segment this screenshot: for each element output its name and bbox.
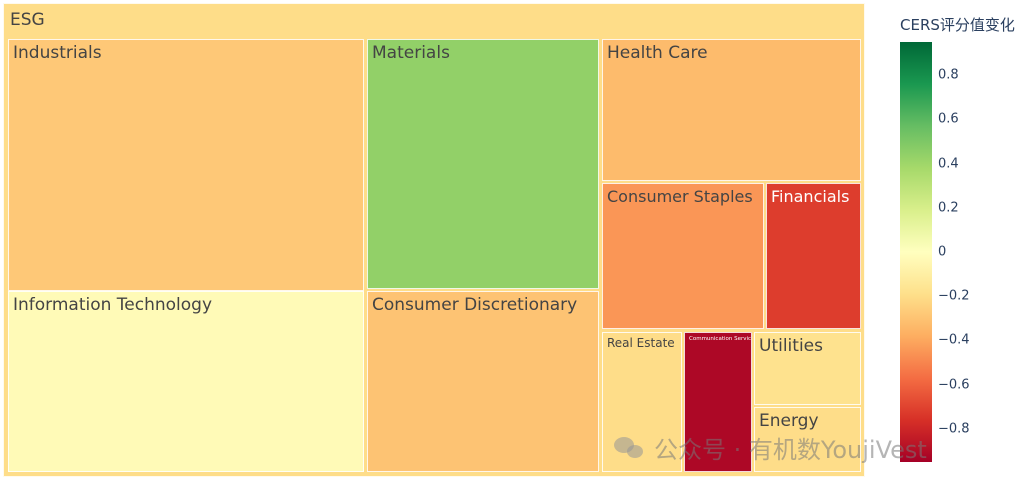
treemap-tile-consumer-staples[interactable]: Consumer Staples bbox=[602, 183, 764, 329]
treemap-tile-label: Real Estate bbox=[607, 336, 675, 350]
treemap-tile-label: Utilities bbox=[759, 336, 823, 356]
treemap-chart: ESG Industrials Information Technology Mate… bbox=[3, 3, 865, 477]
treemap-tile-communication-services[interactable]: Communication Services bbox=[684, 332, 752, 472]
treemap-tile-label: Consumer Staples bbox=[607, 187, 753, 206]
watermark: 公众号 · 有机数YoujiVest bbox=[614, 430, 927, 465]
treemap-tile-label: Materials bbox=[372, 43, 450, 63]
colorbar: CERS评分值变化 0.8 0.6 0.4 0.2 0 −0.2 −0.4 −0.6 −0.8 bbox=[880, 0, 1024, 489]
colorbar-tick: −0.6 bbox=[938, 377, 970, 393]
colorbar-tick: 0 bbox=[938, 244, 947, 260]
wechat-icon bbox=[614, 435, 646, 461]
colorbar-tick: −0.8 bbox=[938, 421, 970, 437]
treemap-tile-label: Financials bbox=[771, 187, 850, 206]
watermark-text: 公众号 · 有机数YoujiVest bbox=[654, 436, 927, 464]
treemap-tile-consumer-discretionary[interactable]: Consumer Discretionary bbox=[367, 291, 599, 472]
treemap-tile-label: Health Care bbox=[607, 43, 708, 63]
colorbar-tick: −0.4 bbox=[938, 332, 970, 348]
treemap-tile-information-technology[interactable]: Information Technology bbox=[8, 291, 364, 472]
colorbar-gradient bbox=[900, 42, 932, 462]
colorbar-title: CERS评分值变化 bbox=[900, 16, 1015, 34]
treemap-tile-label: Energy bbox=[759, 411, 819, 431]
treemap-tile-industrials[interactable]: Industrials bbox=[8, 39, 364, 291]
colorbar-tick: 0.6 bbox=[938, 111, 959, 127]
treemap-tile-health-care[interactable]: Health Care bbox=[602, 39, 861, 181]
treemap-tile-label: Consumer Discretionary bbox=[372, 295, 578, 315]
colorbar-tick: −0.2 bbox=[938, 288, 970, 304]
treemap-tile-label: Communication Services bbox=[689, 336, 752, 342]
treemap-tile-materials[interactable]: Materials bbox=[367, 39, 599, 289]
treemap-tile-label: Information Technology bbox=[13, 295, 213, 315]
treemap-tile-utilities[interactable]: Utilities bbox=[754, 332, 861, 405]
treemap-tile-label: Industrials bbox=[13, 43, 102, 63]
colorbar-tick: 0.8 bbox=[938, 67, 959, 83]
treemap-tile-label: ESG bbox=[10, 10, 45, 30]
treemap-tile-energy[interactable]: Energy bbox=[754, 407, 861, 472]
treemap-tile-financials[interactable]: Financials bbox=[766, 183, 861, 329]
colorbar-tick: 0.2 bbox=[938, 200, 959, 216]
colorbar-tick: 0.4 bbox=[938, 156, 959, 172]
